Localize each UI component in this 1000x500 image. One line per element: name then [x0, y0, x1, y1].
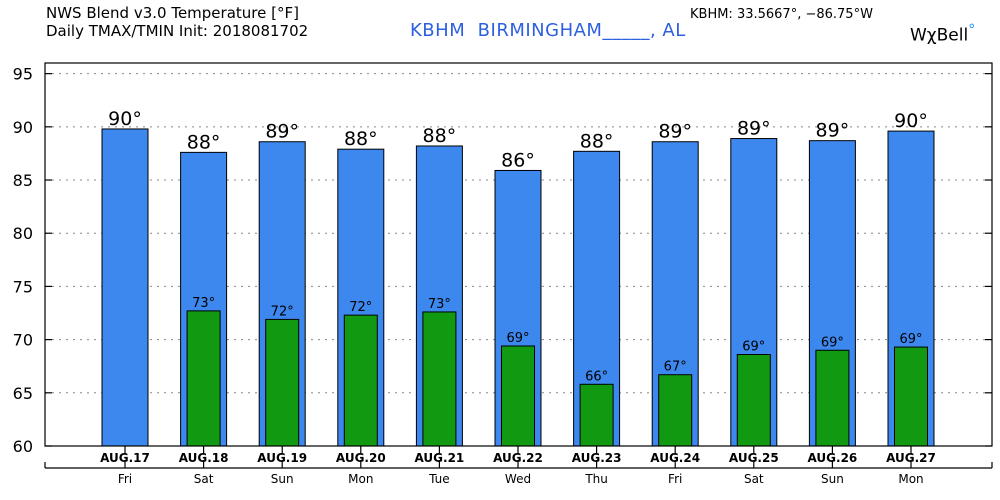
tmin-value-label: 66°: [585, 369, 608, 384]
x-date-label: AUG.21: [415, 451, 465, 465]
tmax-value-label: 89°: [737, 118, 771, 140]
tmax-value-label: 89°: [265, 121, 299, 143]
x-date-label: AUG.19: [257, 451, 307, 465]
tmax-value-label: 88°: [580, 130, 614, 152]
brand-logo: WχBell°: [910, 22, 975, 45]
tmin-value-label: 69°: [742, 340, 765, 355]
x-day-label: Wed: [505, 472, 531, 486]
tmin-value-label: 69°: [899, 332, 922, 347]
tmin-value-label: 73°: [192, 296, 215, 311]
tmin-value-label: 72°: [349, 300, 372, 315]
tmin-value-label: 72°: [271, 304, 294, 319]
x-day-label: Sat: [744, 472, 764, 486]
brand-name: WχBell: [910, 25, 969, 46]
y-tick-label: 70: [13, 331, 33, 350]
x-date-label: AUG.23: [572, 451, 622, 465]
tmax-value-label: 88°: [344, 128, 378, 150]
y-tick-label: 90: [13, 118, 33, 137]
chart-title-line2: Daily TMAX/TMIN Init: 2018081702: [46, 22, 309, 40]
y-tick-label: 80: [13, 224, 33, 243]
station-name: KBHM BIRMINGHAM_____, AL: [410, 20, 686, 41]
y-tick-label: 75: [13, 277, 33, 296]
tmin-bar: [343, 314, 378, 447]
tmin-value-label: 73°: [428, 297, 451, 312]
x-date-label: AUG.24: [650, 451, 700, 465]
station-coordinates: KBHM: 33.5667°, −86.75°W: [690, 7, 873, 22]
x-day-label: Tue: [428, 472, 450, 486]
x-date-label: AUG.22: [493, 451, 543, 465]
x-day-label: Sun: [821, 472, 844, 486]
brand-mark: °: [968, 22, 976, 38]
tmin-value-label: 67°: [664, 360, 687, 375]
axes: 60 65 70 75 80 85 90 95 AUG.17 Fri AUG.18 Sat AUG.19…: [13, 62, 993, 486]
tmax-value-label: 90°: [894, 110, 928, 132]
x-date-label: AUG.27: [886, 451, 936, 465]
x-day-label: Sun: [271, 472, 294, 486]
tmin-bar: [815, 349, 850, 447]
x-day-label: Thu: [584, 472, 608, 486]
tmin-bar: [658, 374, 693, 447]
y-tick-label: 85: [13, 171, 33, 190]
tmin-bar: [186, 310, 221, 447]
x-date-label: AUG.20: [336, 451, 386, 465]
y-tick-label: 60: [13, 437, 33, 456]
tmin-bar: [736, 354, 771, 447]
tmax-value-label: 88°: [423, 125, 457, 147]
x-date-label: AUG.18: [179, 451, 229, 465]
chart-title-line1: NWS Blend v3.0 Temperature [°F]: [46, 4, 299, 22]
tmax-bar: [101, 128, 149, 447]
tmin-value-label: 69°: [821, 335, 844, 350]
tmin-bar: [501, 345, 535, 447]
tmax-value-label: 89°: [658, 121, 692, 143]
x-date-label: AUG.17: [100, 451, 150, 465]
tmax-value-label: 90°: [108, 108, 142, 130]
x-date-label: AUG.25: [729, 451, 779, 465]
tmax-value-label: 88°: [187, 131, 221, 153]
x-date-label: AUG.26: [808, 451, 858, 465]
tmin-bar: [422, 311, 457, 447]
x-day-label: Mon: [348, 472, 373, 486]
x-day-label: Fri: [118, 472, 132, 486]
tmin-bar: [894, 346, 928, 447]
y-tick-label: 65: [13, 384, 33, 403]
bars: 90° 88° 73° 89° 72° 88° 72° 88° 73° 86° 69° 88° 66° 8…: [101, 108, 935, 447]
tmax-value-label: 86°: [501, 149, 535, 171]
y-tick-label: 95: [13, 65, 33, 84]
x-day-label: Sat: [194, 472, 214, 486]
x-day-label: Mon: [898, 472, 923, 486]
x-day-label: Fri: [668, 472, 682, 486]
tmin-bar: [265, 318, 300, 447]
tmin-bar: [579, 383, 614, 447]
tmin-value-label: 69°: [506, 331, 529, 346]
tmax-value-label: 89°: [816, 120, 850, 142]
